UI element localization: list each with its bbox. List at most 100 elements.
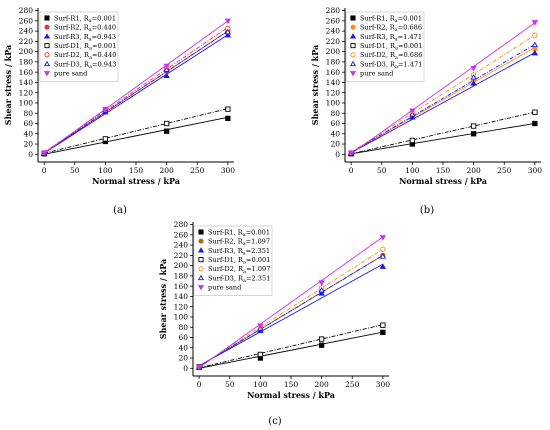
data-point: [532, 109, 538, 115]
legend-label: Surf-D1, Ra=0.001: [54, 42, 116, 52]
x-tick-label: 150: [284, 380, 299, 389]
x-tick-label: 0: [42, 166, 47, 175]
data-point: [102, 136, 109, 142]
x-tick-label: 250: [190, 166, 205, 175]
legend-label: Surf-D1, Ra=0.001: [360, 42, 422, 52]
data-point: [225, 106, 231, 112]
fit-line: [44, 108, 228, 154]
data-point: [163, 72, 170, 78]
y-tick-label: 160: [326, 68, 341, 77]
legend-label: Surf-D2, Ra=1.097: [208, 265, 270, 275]
x-axis-title: Normal stress / kPa: [399, 176, 487, 186]
x-tick-label: 50: [225, 380, 235, 389]
data-point: [224, 28, 232, 35]
chart-panel-3: 0 50 100 150 200 250 3000204060801001201401601…: [158, 220, 390, 427]
x-tick-label: 250: [345, 380, 360, 389]
y-tick-label: 100: [174, 313, 189, 322]
y-tick-label: 240: [174, 241, 189, 250]
data-point: [40, 150, 48, 157]
y-tick-label: 280: [326, 6, 341, 15]
fit-line: [198, 263, 384, 367]
chart-panel-2: 0 50 100 150 200 250 3000204060801001201401601…: [310, 6, 542, 216]
data-point: [532, 32, 538, 38]
y-tick-label: 120: [326, 88, 341, 97]
data-point: [347, 150, 355, 157]
x-tick-label: 200: [466, 166, 481, 175]
legend-marker: [44, 43, 50, 49]
y-tick-label: 60: [330, 119, 340, 128]
data-point: [257, 323, 264, 330]
data-point: [470, 73, 477, 80]
y-tick-label: 260: [326, 16, 341, 25]
data-point: [257, 351, 264, 358]
legend-label: Surf-D3, Ra=2.351: [208, 274, 270, 284]
legend-marker: [44, 15, 50, 21]
y-tick-label: 200: [174, 261, 189, 270]
fit-line: [43, 30, 229, 154]
legend-marker: [43, 33, 51, 39]
legend-label: pure sand: [54, 70, 88, 78]
y-tick-label: 280: [174, 220, 189, 229]
legend-marker: [349, 33, 357, 39]
data-point: [380, 329, 386, 336]
fit-line: [43, 27, 229, 153]
legend-label: Surf-R3, Ra=1.471: [360, 33, 422, 43]
data-point: [379, 253, 387, 259]
fit-line: [44, 116, 228, 155]
fit-line: [350, 22, 536, 155]
data-point: [531, 20, 539, 26]
fit-line: [199, 331, 383, 369]
y-tick-label: 80: [178, 323, 188, 332]
x-tick-label: 200: [159, 166, 174, 175]
x-axis-title: Normal stress / kPa: [247, 390, 335, 400]
legend-marker: [349, 60, 357, 67]
data-point: [224, 31, 232, 38]
y-tick-label: 200: [326, 47, 341, 56]
data-point: [318, 342, 325, 348]
legend-label: Surf-D2, Ra=0.440: [54, 51, 116, 61]
x-tick-label: 150: [129, 166, 144, 175]
legend-marker: [44, 52, 50, 58]
data-point: [379, 263, 387, 269]
data-point: [102, 106, 109, 113]
series-7: [195, 235, 387, 371]
legend-marker: [350, 24, 356, 30]
data-point: [318, 280, 325, 286]
fit-line: [198, 236, 384, 369]
x-tick-label: 300: [528, 166, 543, 175]
legend-marker: [197, 285, 205, 291]
legend-marker: [198, 238, 204, 244]
fit-line: [351, 111, 535, 155]
fit-line: [350, 34, 536, 153]
legend-marker: [349, 71, 357, 77]
series-4: [196, 322, 386, 370]
legend-label: Surf-D2, Ra=0.686: [360, 51, 422, 61]
data-point: [195, 364, 203, 371]
legend-marker: [197, 247, 205, 253]
y-tick-label: 240: [19, 27, 34, 36]
x-tick-label: 100: [98, 166, 113, 175]
y-tick-label: 240: [326, 27, 341, 36]
fit-line: [199, 324, 383, 369]
legend-label: Surf-D3, Ra=1.471: [360, 60, 422, 70]
data-point: [470, 131, 477, 137]
y-tick-label: 60: [23, 119, 33, 128]
y-tick-label: 0: [183, 364, 188, 373]
data-point: [163, 128, 170, 134]
chart-panel-1: 0 50 100 150 200 250 3000204060801001201401601…: [3, 6, 235, 216]
legend-marker: [198, 229, 204, 235]
y-tick-label: 120: [174, 302, 189, 311]
y-tick-label: 40: [23, 129, 33, 138]
data-point: [225, 115, 231, 122]
y-tick-label: 80: [23, 109, 33, 118]
fit-line: [198, 248, 384, 367]
x-tick-label: 0: [349, 166, 354, 175]
y-tick-label: 260: [19, 16, 34, 25]
y-tick-label: 180: [326, 58, 341, 67]
data-point: [531, 49, 539, 56]
legend-label: Surf-R3, Ra=0.943: [54, 33, 116, 43]
data-point: [470, 80, 477, 86]
